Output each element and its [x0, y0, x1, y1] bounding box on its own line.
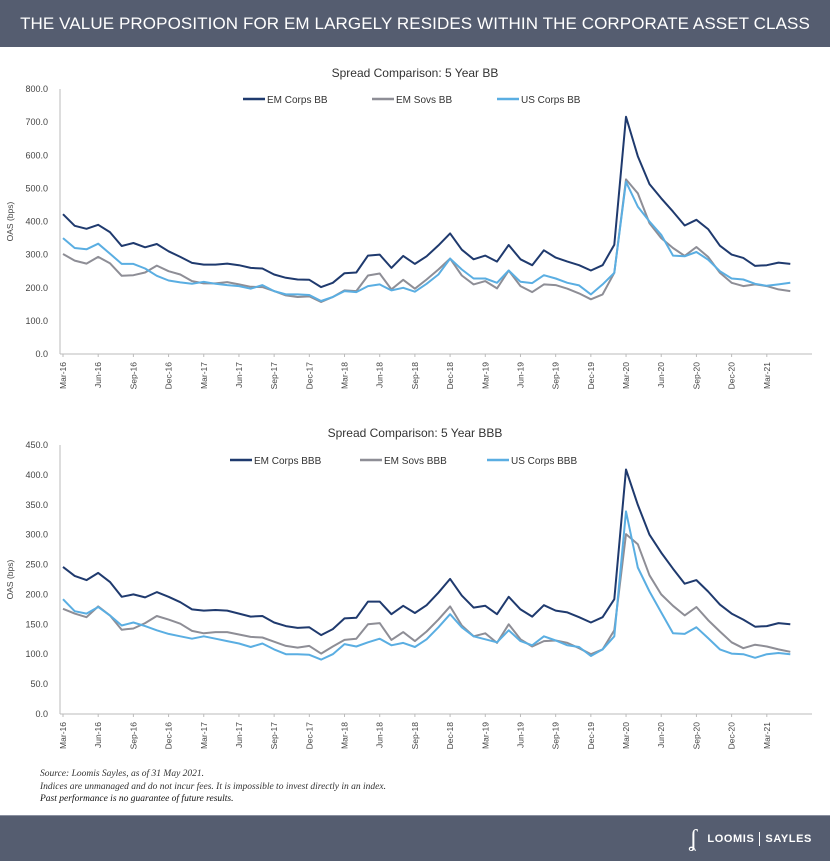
- series-line-em-corps-bbb: [62, 468, 791, 637]
- legend-label: EM Sovs BBB: [384, 456, 447, 467]
- x-tick-label: Mar-17: [199, 722, 209, 749]
- brand-left: LOOMIS: [707, 832, 755, 845]
- x-tick-label: Sep-19: [551, 722, 561, 750]
- x-tick-label: Mar-18: [340, 362, 350, 389]
- x-tick-label: Mar-19: [480, 362, 490, 389]
- legend-label: EM Sovs BB: [396, 95, 452, 106]
- x-tick-label: Sep-20: [691, 722, 701, 750]
- past-performance-note: Past performance is no guarantee of futu…: [40, 794, 234, 804]
- footer-bar: ʆ LOOMIS SAYLES: [0, 815, 830, 861]
- x-tick-label: Mar-20: [621, 362, 631, 389]
- chart-1: Spread Comparison: 5 Year BB 0.0 100.0 200.…: [5, 66, 812, 389]
- x-tick-label: Mar-16: [58, 362, 68, 389]
- legend-label: US Corps BBB: [511, 456, 577, 467]
- chart-title: Spread Comparison: 5 Year BB: [332, 66, 499, 80]
- x-tick-label: Mar-20: [621, 722, 631, 749]
- y-tick-label: 700.0: [25, 117, 48, 127]
- series-line-us-corps-bb: [62, 180, 791, 302]
- y-tick-label: 250.0: [25, 560, 48, 570]
- legend-label: EM Corps BBB: [254, 456, 322, 467]
- x-tick-label: Sep-18: [410, 362, 420, 390]
- y-tick-label: 100.0: [25, 316, 48, 326]
- brand-right: SAYLES: [765, 832, 812, 845]
- x-tick-label: Sep-18: [410, 722, 420, 750]
- x-tick-label: Jun-16: [93, 722, 103, 748]
- legend-label: EM Corps BB: [267, 95, 328, 106]
- x-tick-label: Jun-18: [375, 362, 385, 388]
- loomis-sayles-logo: ʆ LOOMIS SAYLES: [689, 826, 812, 852]
- x-tick-label: Sep-20: [691, 362, 701, 390]
- brand-name: LOOMIS SAYLES: [707, 832, 812, 846]
- y-tick-label: 150.0: [25, 619, 48, 629]
- y-tick-label: 350.0: [25, 500, 48, 510]
- charts-canvas: Spread Comparison: 5 Year BB 0.0 100.0 200.…: [5, 66, 812, 749]
- y-tick-label: 400.0: [25, 217, 48, 227]
- x-tick-label: Sep-16: [128, 362, 138, 390]
- x-tick-label: Sep-19: [551, 362, 561, 390]
- x-tick-label: Dec-17: [304, 722, 314, 750]
- y-tick-label: 500.0: [25, 183, 48, 193]
- x-tick-label: Dec-20: [727, 722, 737, 750]
- y-tick-label: 300.0: [25, 530, 48, 540]
- page-header: THE VALUE PROPOSITION FOR EM LARGELY RES…: [0, 0, 830, 47]
- x-tick-label: Dec-18: [445, 362, 455, 390]
- x-tick-label: Sep-16: [128, 722, 138, 750]
- y-tick-label: 300.0: [25, 250, 48, 260]
- x-tick-label: Dec-18: [445, 722, 455, 750]
- x-tick-label: Mar-17: [199, 362, 209, 389]
- x-tick-label: Dec-20: [727, 362, 737, 390]
- y-tick-label: 100.0: [25, 649, 48, 659]
- y-tick-label: 200.0: [25, 283, 48, 293]
- ls-monogram-icon: ʆ: [689, 826, 698, 852]
- y-tick-label: 800.0: [25, 84, 48, 94]
- y-tick-label: 0.0: [35, 709, 48, 719]
- x-tick-label: Jun-19: [515, 722, 525, 748]
- series-line-em-sovs-bb: [62, 178, 791, 303]
- x-tick-label: Jun-20: [656, 362, 666, 388]
- x-tick-label: Dec-16: [164, 362, 174, 390]
- x-tick-label: Mar-19: [480, 722, 490, 749]
- x-tick-label: Dec-17: [304, 362, 314, 390]
- disclaimer-note: Indices are unmanaged and do not incur f…: [40, 781, 386, 792]
- x-tick-label: Jun-20: [656, 722, 666, 748]
- x-tick-label: Jun-16: [93, 362, 103, 388]
- x-tick-label: Sep-17: [269, 722, 279, 750]
- x-tick-label: Mar-18: [340, 722, 350, 749]
- series-line-em-corps-bb: [62, 115, 791, 289]
- chart-title: Spread Comparison: 5 Year BBB: [328, 426, 503, 440]
- y-tick-label: 400.0: [25, 470, 48, 480]
- x-tick-label: Mar-21: [762, 722, 772, 749]
- x-tick-label: Dec-19: [586, 722, 596, 750]
- x-tick-label: Mar-21: [762, 362, 772, 389]
- source-note: Source: Loomis Sayles, as of 31 May 2021…: [40, 769, 205, 779]
- y-tick-label: 50.0: [30, 679, 48, 689]
- y-tick-label: 0.0: [35, 349, 48, 359]
- x-tick-label: Jun-17: [234, 722, 244, 748]
- y-axis-title: OAS (bps): [5, 201, 15, 241]
- series-line-em-sovs-bbb: [62, 533, 791, 656]
- y-tick-label: 200.0: [25, 589, 48, 599]
- legend-label: US Corps BB: [521, 95, 581, 106]
- x-tick-label: Jun-17: [234, 362, 244, 388]
- y-tick-label: 450.0: [25, 440, 48, 450]
- footnotes: Source: Loomis Sayles, as of 31 May 2021…: [40, 768, 386, 806]
- series-line-us-corps-bbb: [62, 510, 791, 661]
- x-tick-label: Dec-16: [164, 722, 174, 750]
- x-tick-label: Dec-19: [586, 362, 596, 390]
- x-tick-label: Sep-17: [269, 362, 279, 390]
- x-tick-label: Jun-19: [515, 362, 525, 388]
- x-tick-label: Mar-16: [58, 722, 68, 749]
- page-title: THE VALUE PROPOSITION FOR EM LARGELY RES…: [20, 13, 810, 33]
- y-tick-label: 600.0: [25, 150, 48, 160]
- y-axis-title: OAS (bps): [5, 559, 15, 599]
- chart-2: Spread Comparison: 5 Year BBB 0.0 50.0 100.…: [5, 426, 812, 749]
- brand-divider: [759, 832, 761, 846]
- x-tick-label: Jun-18: [375, 722, 385, 748]
